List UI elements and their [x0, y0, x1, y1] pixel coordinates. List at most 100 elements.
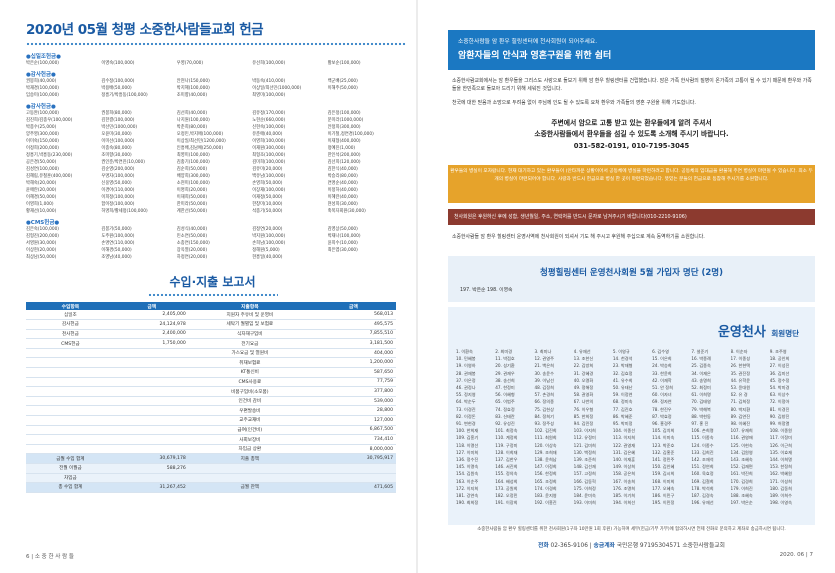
roster-entry: 123. 박준호	[652, 442, 675, 448]
donor-entry: 조미향(30,000)	[101, 153, 132, 158]
table-cell	[114, 415, 189, 426]
roster-entry: 16. 박종례	[691, 356, 711, 362]
table-cell: 천사헌금	[26, 329, 115, 340]
roster-entry: 94. 김민정	[573, 421, 594, 427]
roster-entry: 174. 이경희	[534, 485, 557, 491]
roster-entry: 82. 이정돈	[456, 413, 476, 419]
roster-entry: 153. 한정희	[769, 464, 792, 470]
roster-entry: 127. 이미희	[456, 449, 479, 455]
roster-entry: 136. 정수진	[456, 457, 479, 463]
table-cell: 급여(인건비)	[188, 425, 311, 436]
banner-line2: 암환자들의 안식과 영혼구원을 위한 쉼터	[458, 51, 612, 61]
donor-entry: 이재원(300,000)	[252, 146, 286, 151]
roster-entry: 116. 권영애	[730, 435, 753, 441]
table-cell: 30,679,178	[114, 453, 189, 464]
roster-entry: 19. 이영하	[456, 363, 476, 369]
roster-entry: 2. 최미경	[495, 349, 513, 354]
roster-entry: 8. 이순자	[730, 349, 748, 354]
report-divider	[147, 293, 278, 296]
roster-entry: 68. 정미숙	[612, 399, 633, 405]
donor-entry: 조영남(40,000)	[101, 255, 132, 260]
roster-entry: 119. 구정미	[495, 442, 518, 448]
roster-entry: 59. 이정연	[612, 392, 633, 398]
roster-entry: 111. 최원희	[534, 435, 557, 441]
page-number-right: 2020. 06 | 7	[779, 552, 813, 558]
table-row: 우편발송비 28,800	[26, 405, 396, 417]
roster-entry: 30. 송윤수	[534, 370, 554, 376]
roster-entry: 157. 고정희	[573, 471, 596, 477]
roster-entry: 67. 나반의	[573, 399, 594, 405]
roster-entry: 130. 백정희	[573, 449, 596, 455]
roster-entry: 169. 김철희	[691, 478, 714, 484]
roster-entry: 33. 한윤희	[652, 370, 672, 376]
table-cell	[26, 405, 115, 417]
report-title: 수입·지출 보고서	[169, 275, 256, 289]
donor-entry: 윤희수(10,000)	[327, 241, 358, 246]
roster-entry: 154. 김원숙	[456, 471, 479, 477]
table-cell	[114, 348, 189, 359]
donor-entry: 최영미(100,000)	[252, 93, 286, 98]
donor-entry: 박승리(80,000)	[327, 174, 358, 179]
table-cell: 2,400,000	[114, 329, 189, 340]
roster-entry: 73. 이경진	[456, 406, 476, 412]
table-cell: 471,605	[310, 482, 396, 493]
table-cell	[188, 473, 311, 484]
roster-entry: 51. 안 정희	[652, 385, 673, 391]
table-cell: 377,800	[310, 386, 396, 397]
table-cell: 교주교재비	[188, 415, 311, 426]
roster-entry: 160. 육효정	[691, 471, 714, 477]
footer-contact: 전화 02-365-9106 | 송금계좌 국민은행 97195304571 소…	[538, 543, 725, 549]
roster-title-main: 운영천사	[717, 325, 766, 340]
table-cell: 6,867,500	[310, 425, 396, 436]
donor-entry: 박춘희(80,000)	[176, 125, 208, 130]
roster-entry: 49. 정해정	[573, 385, 594, 391]
roster-entry: 60. 이자녀	[652, 392, 672, 398]
table-cell: 총 수입 합계	[26, 482, 115, 493]
table-cell: 734,410	[310, 434, 396, 445]
roster-entry: 115. 이종숙	[691, 435, 714, 441]
roster-entry: 89. 김연진	[730, 413, 751, 419]
table-row: 총 수입 합계 31,267,452 금월 잔액 471,605	[26, 482, 396, 493]
roster-entry: 135. 이효재	[769, 449, 792, 455]
roster-entry: 158. 공은희	[612, 471, 636, 477]
roster-entry: 148. 김선재	[573, 464, 596, 470]
table-cell: 588,276	[114, 463, 189, 474]
roster-entry: 189. 이희수	[769, 493, 792, 499]
table-row: CMS사용료 77,759	[26, 377, 396, 388]
table-cell	[310, 473, 396, 484]
table-header-cell: 수입항목	[26, 302, 115, 310]
table-cell: 금월 수입 합계	[26, 453, 115, 464]
roster-entry: 91. 변현경	[456, 421, 476, 427]
donor-entry: 우명자(100,000)	[101, 174, 135, 179]
table-cell: 587,650	[310, 367, 396, 378]
donor-entry: 이재형(400,000)	[327, 139, 361, 144]
roster-entry: 5. 이영규	[612, 349, 630, 354]
roster-entry: 113. 이지희	[612, 435, 636, 441]
donor-grid: 박은순(100,000) 이영숙(100,000) 우영(70,000) 유선희(10…	[26, 60, 399, 67]
roster-entry: 25. 김종숙	[691, 363, 711, 369]
table-row: 천사헌금 2,400,000 식자재구입비 7,855,510	[26, 329, 396, 340]
roster-entry: 107. 유재희	[730, 428, 753, 434]
roster-entry: 177. 오혜숙	[652, 485, 675, 491]
roster-entry: 196. 유재선	[691, 500, 714, 506]
table-cell: 차입금 상환	[188, 444, 311, 455]
roster-entry: 38. 송선희	[495, 377, 515, 383]
donor-entry: 박동숙(410,000)	[252, 79, 286, 84]
roster-entry: 192. 이흥진	[534, 500, 557, 506]
roster-entry: 93. 정주성	[534, 421, 554, 427]
table-row: 전월 이월금 588,276	[26, 463, 396, 474]
donor-entry: 나지원(100,000)	[176, 118, 210, 123]
table-row: 취재보험료 1,200,000	[26, 357, 396, 369]
donor-entry: 박해숙(20,000)	[26, 181, 57, 186]
table-cell: 8,000,000	[310, 444, 396, 455]
roster-entry: 112. 유정미	[573, 435, 596, 441]
table-row: CMS헌금 1,750,000 전기요금 3,181,500	[26, 338, 396, 349]
roster-entry: 168. 이미희	[652, 478, 675, 484]
donor-entry: 이미숙(150,000)	[26, 139, 59, 144]
roster-entry: 166. 김동혁	[573, 478, 596, 484]
donor-entry: 최상남(50,000)	[26, 255, 57, 260]
roster-entry: 10. 민혜봉	[456, 356, 476, 362]
table-cell	[114, 396, 189, 407]
donor-entry: 이영숙(100,000)	[101, 61, 135, 66]
donor-entry: 김유미(20,000)	[252, 167, 283, 172]
